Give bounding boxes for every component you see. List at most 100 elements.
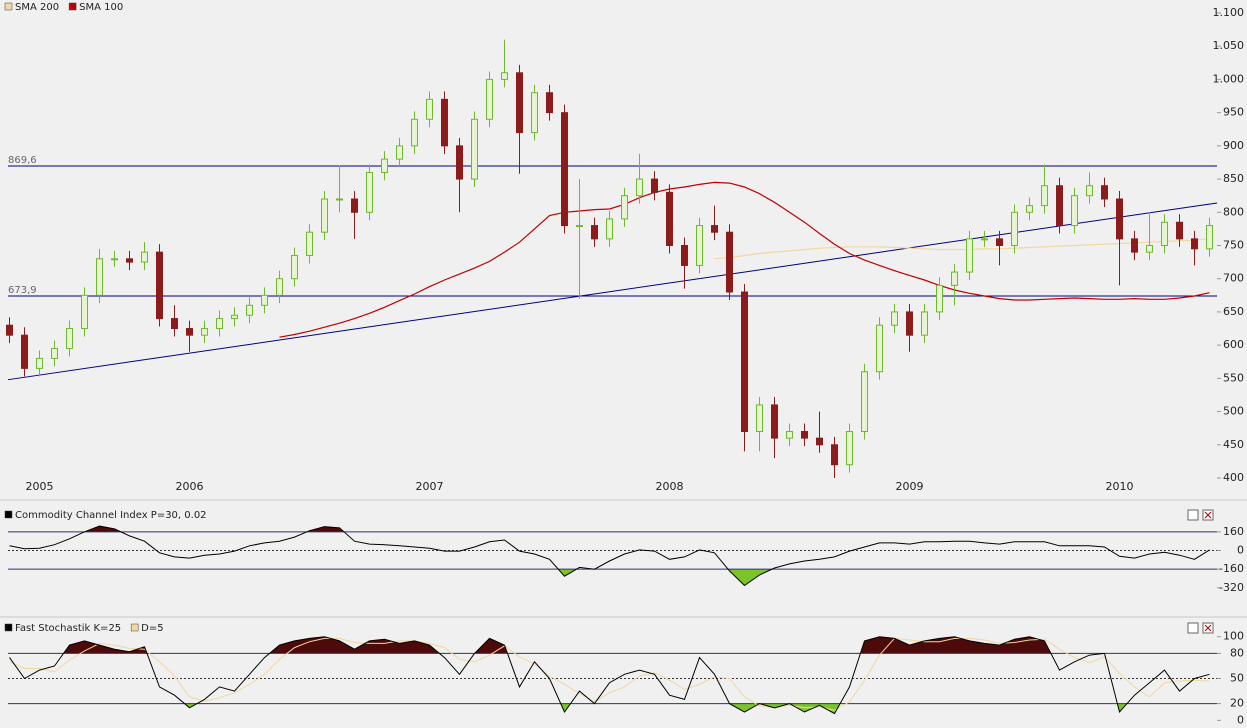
candle-body xyxy=(681,245,688,266)
y-tick-label: 550 xyxy=(1223,371,1244,384)
y-tick-label: 450 xyxy=(1223,438,1244,451)
candle-body xyxy=(261,294,268,306)
x-tick-label: 2008 xyxy=(656,480,684,493)
y-tick-label: 1.000 xyxy=(1213,72,1245,85)
candle-body xyxy=(1131,238,1138,253)
y-tick-label: 850 xyxy=(1223,172,1244,185)
candle-body xyxy=(366,171,373,213)
x-tick-label: 2006 xyxy=(176,480,204,493)
candle-body xyxy=(1026,205,1033,213)
candle-body xyxy=(936,284,943,313)
y-tick-label: 20 xyxy=(1230,697,1244,710)
candle-body xyxy=(516,72,523,134)
y-tick-label: 400 xyxy=(1223,471,1244,484)
candle-body xyxy=(1101,185,1108,200)
indicator-line xyxy=(9,637,1210,711)
x-tick-label: 2005 xyxy=(26,480,54,493)
candle-body xyxy=(756,404,763,432)
legend-label: SMA 100 xyxy=(79,2,123,13)
candle-body xyxy=(81,294,88,330)
candle-body xyxy=(321,198,328,233)
candle-body xyxy=(1146,245,1153,253)
candle-body xyxy=(426,98,433,120)
candle-body xyxy=(711,225,718,233)
y-tick-label: 100 xyxy=(1223,630,1244,643)
candle-body xyxy=(441,98,448,147)
legend-swatch xyxy=(68,2,77,11)
y-tick-label: 50 xyxy=(1230,672,1244,685)
candle-body xyxy=(96,258,103,296)
panel-settings-button[interactable] xyxy=(1187,509,1199,521)
x-tick-label: 2010 xyxy=(1106,480,1134,493)
y-tick-label: 80 xyxy=(1230,646,1244,659)
close-icon xyxy=(1204,624,1212,632)
candle-body xyxy=(141,251,148,263)
candle-body xyxy=(171,318,178,330)
candle-body xyxy=(876,324,883,373)
candle-body xyxy=(456,145,463,180)
candle-body xyxy=(276,278,283,296)
candle-body xyxy=(291,254,298,280)
panel-settings-button[interactable] xyxy=(1187,622,1199,634)
candle-body xyxy=(51,347,58,359)
candle-body xyxy=(231,314,238,320)
candle-body xyxy=(1176,221,1183,240)
candle-body xyxy=(111,258,118,261)
y-tick-label: 500 xyxy=(1223,405,1244,418)
candle-body xyxy=(411,118,418,147)
legend-label: SMA 200 xyxy=(15,2,59,13)
legend-label: D=5 xyxy=(141,623,163,634)
candle-body xyxy=(1161,221,1168,246)
candle-body xyxy=(1116,198,1123,240)
y-tick-label: 600 xyxy=(1223,338,1244,351)
candle-body xyxy=(726,231,733,293)
sma-line xyxy=(714,238,1210,260)
candle-body xyxy=(771,404,778,439)
indicator-line xyxy=(9,636,1210,715)
y-tick-label: 800 xyxy=(1223,205,1244,218)
y-tick-label: 700 xyxy=(1223,272,1244,285)
y-tick-label: -160 xyxy=(1219,562,1244,575)
y-tick-label: 1.050 xyxy=(1213,39,1245,52)
candle-body xyxy=(156,251,163,320)
candle-body xyxy=(906,311,913,336)
candle-body xyxy=(546,92,553,114)
candle-body xyxy=(1191,238,1198,250)
candle-body xyxy=(1011,211,1018,247)
candle-body xyxy=(696,225,703,266)
candle-body xyxy=(666,191,673,247)
candle-body xyxy=(126,258,133,263)
candle-body xyxy=(1206,225,1213,250)
candle-body xyxy=(561,112,568,227)
y-tick-label: 0 xyxy=(1237,713,1244,726)
y-tick-label: 0 xyxy=(1237,544,1244,557)
level-label: 673,9 xyxy=(8,285,37,296)
candle-body xyxy=(21,334,28,369)
candle-body xyxy=(216,318,223,330)
candle-body xyxy=(576,225,583,228)
candle-body xyxy=(486,78,493,120)
indicator-line xyxy=(9,525,1210,587)
level-label: 869,6 xyxy=(8,155,37,166)
sma-line xyxy=(279,181,1210,338)
candle-body xyxy=(336,198,343,201)
x-tick-label: 2009 xyxy=(896,480,924,493)
candle-body xyxy=(306,231,313,256)
legend-swatch xyxy=(4,2,13,11)
candle-body xyxy=(966,238,973,273)
y-tick-label: 160 xyxy=(1223,525,1244,538)
legend-swatch xyxy=(130,623,139,632)
candle-body xyxy=(606,218,613,240)
legend-swatch xyxy=(4,623,13,632)
candle-body xyxy=(501,72,508,80)
candle-body xyxy=(861,371,868,433)
y-tick-label: 1.100 xyxy=(1213,6,1245,19)
candle-body xyxy=(246,304,253,316)
x-tick-label: 2007 xyxy=(416,480,444,493)
candle-body xyxy=(66,328,73,349)
candle-body xyxy=(981,238,988,241)
candle-body xyxy=(846,431,853,466)
candle-body xyxy=(591,225,598,240)
